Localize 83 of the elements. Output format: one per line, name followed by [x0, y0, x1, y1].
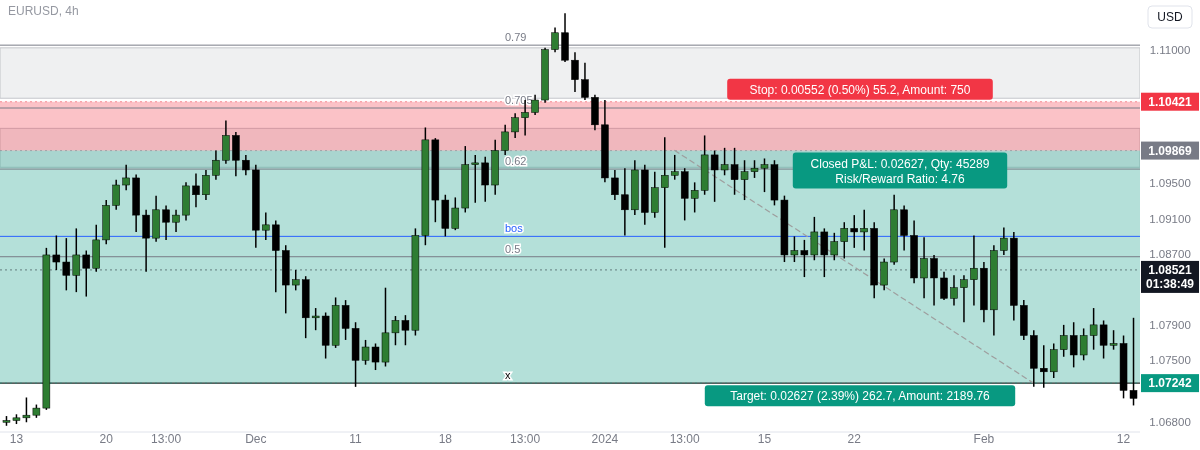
candlestick [451, 196, 460, 231]
y-tick-label: 1.11000 [1149, 44, 1191, 57]
annotation: 0.5 [505, 242, 521, 255]
x-tick-label: 12 [1116, 432, 1131, 446]
y-tick-label: 1.07900 [1149, 318, 1191, 331]
candlestick [62, 237, 71, 292]
candlestick [880, 257, 888, 292]
candlestick [621, 167, 629, 237]
candlestick [830, 232, 839, 262]
ref-line-label: 1.07242 [1148, 376, 1193, 391]
candlestick [1059, 324, 1068, 358]
candlestick [242, 154, 250, 177]
candlestick [970, 234, 978, 307]
candlestick [172, 209, 180, 233]
band-label: Stop: 0.00552 (0.50%) 55.2, Amount: 750 [749, 82, 971, 97]
candlestick [551, 26, 559, 53]
candlestick [212, 149, 220, 181]
candlestick [501, 124, 509, 156]
y-tick-label: 1.09500 [1149, 177, 1191, 190]
annotation: 0.79 [505, 31, 527, 44]
candlestick [960, 274, 968, 323]
candlestick [202, 169, 210, 201]
y-tick-label: 1.08700 [1149, 248, 1191, 261]
candlestick [1049, 342, 1058, 379]
ref-line-label: x [505, 369, 511, 382]
x-tick-label: 20 [99, 432, 114, 446]
x-tick-label: 11 [349, 432, 363, 446]
band-label: Target: 0.02627 (2.39%) 262.7, Amount: 2189.76 [730, 389, 991, 404]
candlestick [690, 181, 699, 214]
candlestick [1000, 226, 1008, 256]
x-tick-label: 2024 [591, 432, 619, 446]
candlestick [72, 227, 81, 293]
x-tick-label: 13:00 [510, 432, 541, 446]
candlestick [661, 136, 669, 249]
candlestick [571, 51, 579, 93]
candlestick [192, 172, 200, 208]
candlestick [531, 93, 539, 116]
ref-line-label: 1.09869 [1148, 143, 1193, 158]
x-tick-label: 22 [847, 432, 862, 446]
ref-line-label: 1.08521 01:38:49 [1145, 262, 1195, 291]
candlestick [471, 154, 479, 204]
chart-title: EURUSD, 4h [8, 4, 79, 18]
candlestick [930, 254, 938, 307]
candlestick [511, 112, 519, 139]
candlestick [940, 271, 948, 301]
label-box: Closed P&L: 0.02627, Qty: 45289 Risk/Reward Ratio: 4.76 [792, 152, 1008, 189]
candlestick [670, 154, 679, 181]
candlestick [311, 307, 320, 331]
candlestick [840, 221, 849, 260]
annotation: 0.62 [505, 155, 527, 168]
y-tick-label: 1.07500 [1149, 354, 1191, 367]
candlestick [950, 274, 958, 307]
candlestick [611, 169, 619, 201]
candlestick [262, 211, 270, 241]
candlestick [122, 163, 130, 192]
candlestick [820, 227, 829, 278]
candlestick [291, 269, 300, 292]
candlestick [920, 236, 928, 300]
x-tick-label: 15 [757, 432, 772, 446]
x-tick-label: Dec [245, 432, 267, 446]
candlestick [850, 214, 858, 249]
y-tick-label: 1.06800 [1149, 416, 1191, 429]
candlestick [142, 209, 150, 273]
candlestick [1069, 321, 1078, 369]
candlestick [481, 155, 489, 203]
candlestick [860, 209, 868, 252]
ref-line-label: bos [505, 222, 524, 235]
x-tick-label: 13:00 [669, 432, 701, 446]
y-tick-label: 1.09100 [1149, 212, 1191, 225]
x-tick-label: Feb [973, 432, 995, 446]
label-box: Target: 0.02627 (2.39%) 262.7, Amount: 2189.76 [704, 385, 1016, 407]
x-tick-label: 13 [9, 432, 24, 446]
candlestick [112, 178, 120, 211]
annotation: Closed P&L: 0.02627, Qty: 45289 Risk/Reward Ratio: 4.76 [810, 156, 990, 186]
y-axis-title: USD [1157, 10, 1183, 24]
candlestick [82, 249, 91, 298]
annotation: 0.705 [505, 94, 533, 106]
x-tick-label: 18 [438, 432, 453, 446]
candlestick [581, 62, 589, 101]
ref-line-label: 1.10421 [1148, 94, 1193, 109]
x-tick-label: 13:00 [151, 432, 182, 446]
label-box: Stop: 0.00552 (0.50%) 55.2, Amount: 750 [727, 78, 993, 100]
candlestick [162, 204, 170, 241]
